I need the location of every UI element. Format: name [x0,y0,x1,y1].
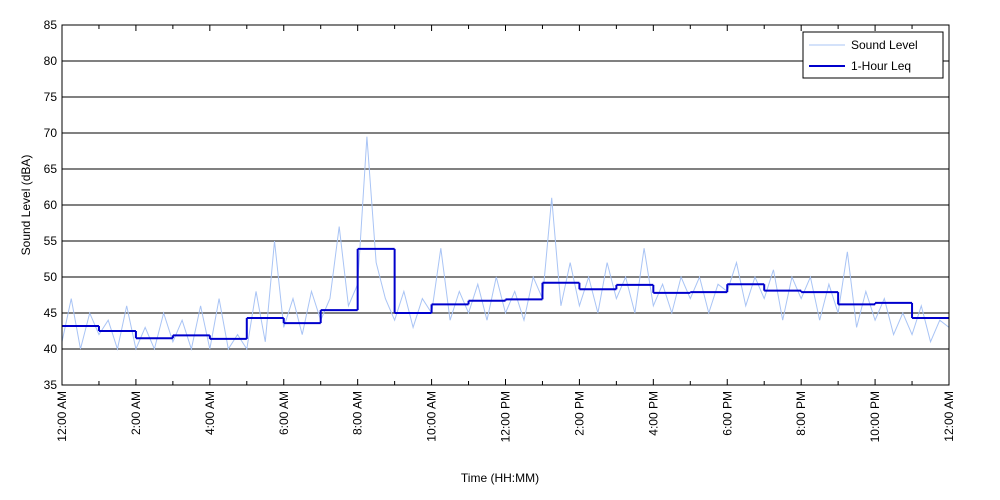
x-tick-label: 10:00 PM [868,391,882,442]
sound-level-line [61,136,950,351]
y-tick-label: 80 [44,54,58,68]
y-tick-label: 60 [44,198,58,212]
plot-frame [61,24,950,386]
y-tick-label: 50 [44,270,58,284]
y-tick-label: 35 [44,378,58,392]
legend-label: Sound Level [851,38,918,52]
x-tick-label: 6:00 AM [277,391,291,435]
x-tick-label: 8:00 AM [351,391,365,435]
y-tick-label: 75 [44,90,58,104]
legend-label: 1-Hour Leq [851,59,911,73]
y-tick-label: 45 [44,306,58,320]
y-tick-label: 85 [44,18,58,32]
y-tick-label: 70 [44,126,58,140]
x-tick-label: 2:00 PM [572,391,586,436]
x-tick-label: 4:00 AM [203,391,217,435]
x-tick-label: 8:00 PM [794,391,808,436]
x-axis-label: Time (HH:MM) [461,471,539,485]
y-tick-label: 65 [44,162,58,176]
y-tick-label: 40 [44,342,58,356]
legend-box [802,31,944,79]
y-axis-label: Sound Level (dBA) [19,155,33,256]
y-tick-label: 55 [44,234,58,248]
x-tick-label: 6:00 PM [720,391,734,436]
x-tick-label: 12:00 AM [55,391,69,442]
x-tick-label: 10:00 AM [425,391,439,442]
x-tick-label: 4:00 PM [646,391,660,436]
legend: Sound Level 1-Hour Leq [802,31,944,79]
x-tick-label: 12:00 AM [942,391,956,442]
x-tick-label: 2:00 AM [129,391,143,435]
x-tick-label: 12:00 PM [499,391,513,442]
